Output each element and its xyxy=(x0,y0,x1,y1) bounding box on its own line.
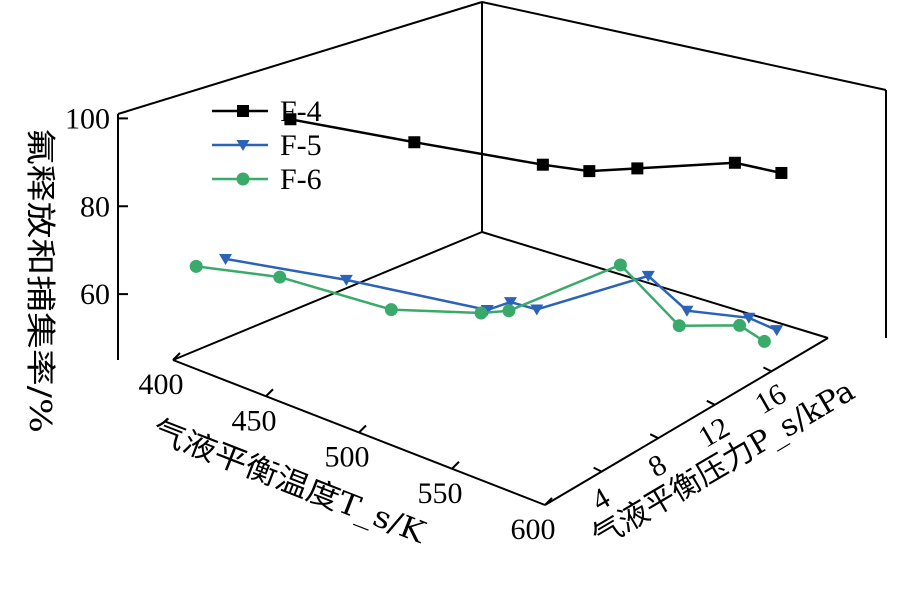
data-point xyxy=(219,253,233,265)
p-tick-mark xyxy=(593,466,603,473)
t-tick-label: 500 xyxy=(325,441,370,474)
legend-entry: F-6 xyxy=(212,163,322,196)
data-point xyxy=(742,312,756,324)
series-F-4 xyxy=(284,113,788,179)
data-point xyxy=(728,156,741,169)
frame-floor-front-right xyxy=(544,337,829,506)
frame-back-top-left xyxy=(117,1,483,115)
data-point xyxy=(775,166,788,179)
t-axis-label: 气液平衡温度T_s/K xyxy=(147,413,430,551)
legend-marker xyxy=(236,172,250,186)
t-tick-mark xyxy=(265,388,274,397)
data-point xyxy=(536,158,549,171)
t-tick-label: 600 xyxy=(511,513,556,546)
data-point xyxy=(503,297,517,309)
legend-label: F-6 xyxy=(280,163,322,196)
z-axis-label: 氟释放和捕集率/% xyxy=(22,128,57,433)
data-point xyxy=(757,334,771,348)
data-point xyxy=(273,270,287,284)
frame-back-top-right xyxy=(481,1,887,91)
t-tick-label: 550 xyxy=(418,477,463,510)
legend: F-4F-5F-6 xyxy=(212,95,322,196)
data-point xyxy=(770,325,784,337)
data-point xyxy=(189,259,203,273)
p-tick-mark xyxy=(706,399,716,406)
data-point xyxy=(408,136,421,149)
data-point xyxy=(613,258,627,272)
p-tick-mark xyxy=(762,366,772,373)
z-tick-label: 80 xyxy=(80,190,110,223)
data-point xyxy=(733,318,747,332)
data-point xyxy=(641,270,655,282)
data-point xyxy=(530,304,544,316)
t-tick-label: 400 xyxy=(139,368,184,401)
frame-floor-back-left xyxy=(172,231,483,361)
t-axis: 400 450 500 550 600 xyxy=(139,352,556,546)
t-tick-mark xyxy=(358,424,367,434)
frame-floor-back-right xyxy=(481,231,829,339)
legend-entry: F-4 xyxy=(212,95,322,128)
series-line xyxy=(290,118,782,175)
legend-label: F-4 xyxy=(280,95,322,128)
t-tick-mark xyxy=(544,497,553,506)
data-point xyxy=(672,319,686,333)
z-tick-label: 100 xyxy=(65,102,110,135)
legend-label: F-5 xyxy=(280,129,322,162)
legend-entry: F-5 xyxy=(212,129,322,162)
data-point xyxy=(680,305,694,317)
series-line xyxy=(225,257,778,332)
z-axis: 60 80 100 xyxy=(65,102,128,311)
data-point xyxy=(284,113,297,126)
t-tick-mark xyxy=(451,461,460,470)
data-point xyxy=(583,165,596,178)
data-point xyxy=(502,304,516,318)
chart-frame xyxy=(117,1,887,506)
p-tick-mark xyxy=(649,433,659,440)
series-F-6 xyxy=(189,258,771,348)
series-layer xyxy=(189,113,788,348)
series-F-5 xyxy=(219,253,784,337)
data-point xyxy=(631,162,644,175)
z-tick-label: 60 xyxy=(80,278,110,311)
data-point xyxy=(384,303,398,317)
data-point xyxy=(339,274,353,286)
t-tick-mark xyxy=(172,352,181,361)
t-tick-label: 450 xyxy=(232,404,277,437)
legend-marker xyxy=(236,140,250,151)
data-point xyxy=(474,306,488,320)
legend-marker xyxy=(237,105,249,117)
